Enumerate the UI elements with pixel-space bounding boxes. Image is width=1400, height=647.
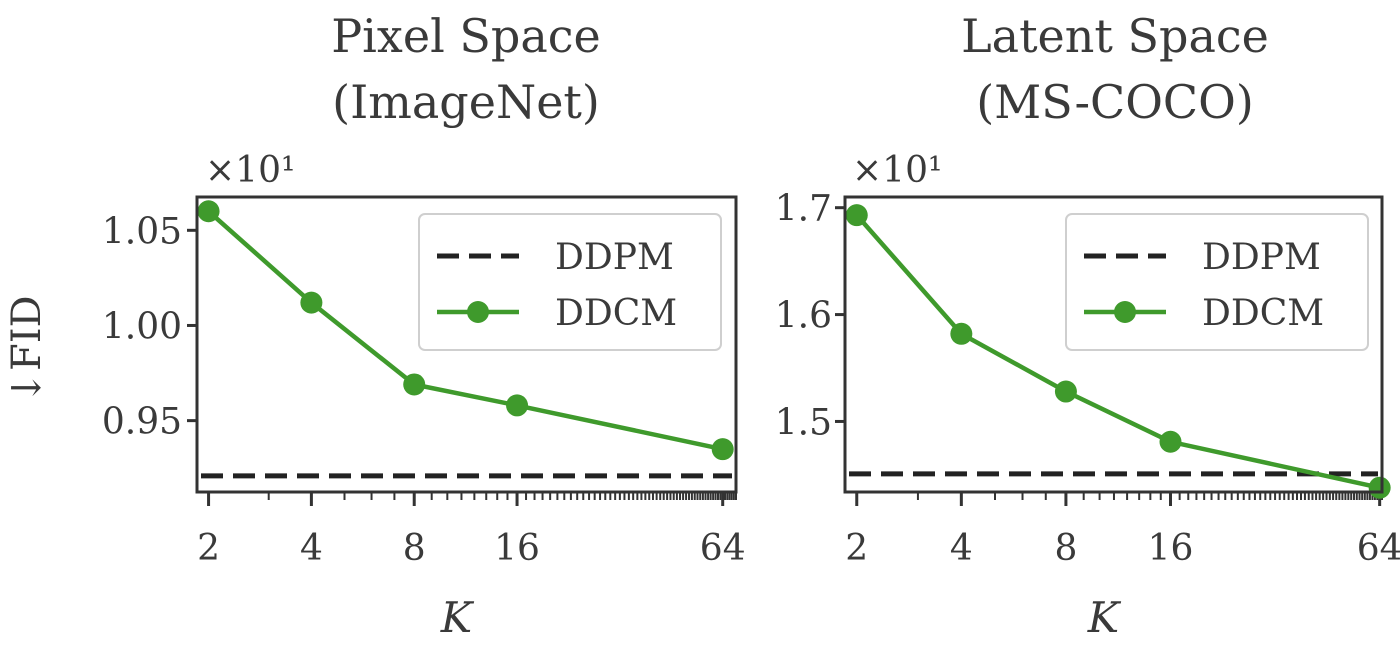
y-tick-label: 1.00: [102, 306, 182, 347]
series-ddcm-point: [300, 291, 323, 314]
x-tick-label: 4: [300, 528, 323, 569]
y-multiplier: ×10¹: [852, 150, 942, 191]
chart-pixel-space: Pixel Space (ImageNet) ×10¹ 0.95 1.00 1.05…: [102, 9, 746, 642]
axes-frame: [195, 195, 738, 494]
chart-title-line-2: (MS-COCO): [976, 75, 1254, 129]
series-ddcm-point: [845, 204, 868, 227]
y-tick-label: 1.6: [775, 296, 832, 337]
x-tick-label: 4: [950, 528, 973, 569]
x-tick-label: 64: [1357, 528, 1400, 569]
x-tick-label: 16: [1148, 528, 1194, 569]
x-tick-label: 8: [1054, 528, 1077, 569]
legend-swatch-ddcm-marker: [467, 301, 489, 323]
y-tick-label: 1.05: [102, 211, 182, 252]
y-axis-label: ↓FID: [4, 295, 50, 404]
legend-label-ddpm: DDPM: [555, 237, 674, 278]
legend-box: [418, 213, 722, 351]
legend-label-ddpm: DDPM: [1202, 237, 1321, 278]
chart-latent-space: Latent Space (MS-COCO) ×10¹ 1.5 1.6 1.7 2 4 8…: [775, 9, 1400, 642]
x-tick-label: 2: [197, 528, 220, 569]
legend: DDPM DDCM: [418, 213, 722, 351]
y-tick-label: 1.5: [775, 402, 832, 443]
y-tick-label: 0.95: [102, 402, 182, 443]
chart-title-line-1: Latent Space: [961, 9, 1269, 63]
y-multiplier: ×10¹: [205, 150, 295, 191]
legend-label-ddcm: DDCM: [555, 293, 677, 334]
x-tick-label: 64: [700, 528, 746, 569]
series-ddcm-point: [1159, 430, 1182, 453]
legend: DDPM DDCM: [1065, 213, 1369, 351]
x-tick-label: 2: [845, 528, 868, 569]
series-ddcm-point: [711, 438, 734, 461]
series-ddcm-point: [950, 322, 973, 345]
y-tick-label: 1.7: [775, 189, 832, 230]
series-ddcm-point: [403, 373, 426, 396]
chart-title-line-2: (ImageNet): [332, 75, 600, 129]
chart-title-line-1: Pixel Space: [331, 9, 601, 63]
legend-swatch-ddcm-marker: [1114, 301, 1136, 323]
axes-frame: [843, 195, 1384, 494]
series-ddcm-point: [506, 394, 529, 417]
series-ddcm-point: [1368, 476, 1391, 499]
x-tick-label: 8: [403, 528, 426, 569]
legend-box: [1065, 213, 1369, 351]
legend-label-ddcm: DDCM: [1202, 293, 1324, 334]
series-ddcm-point: [197, 200, 220, 223]
series-ddcm-point: [1054, 380, 1077, 403]
x-axis-label: K: [1087, 593, 1122, 642]
x-tick-label: 16: [494, 528, 540, 569]
x-axis-label: K: [440, 593, 475, 642]
